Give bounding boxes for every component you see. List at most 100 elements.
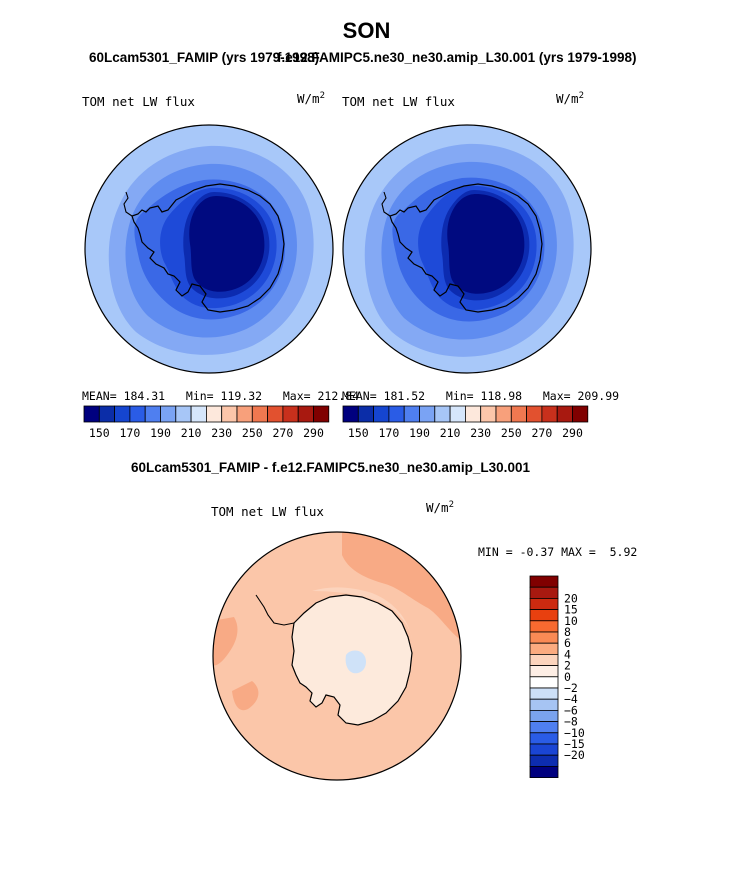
diff-colorbar-swatch — [529, 631, 559, 644]
diff-colorbar-swatch — [529, 721, 559, 734]
left-case-title: 60Lcam5301_FAMIP (yrs 1979-1998) — [89, 50, 320, 65]
left-colorbar-tick-label: 230 — [211, 426, 232, 440]
diff-map-high-patch-sw — [232, 681, 259, 711]
right-colorbar-swatch — [465, 405, 482, 423]
right-colorbar-swatch — [434, 405, 451, 423]
right-map-peninsula — [381, 191, 391, 217]
diff-colorbar-swatch — [529, 676, 559, 689]
right-colorbar-swatch — [449, 405, 466, 423]
diff-map-negative-patch — [345, 650, 366, 674]
left-colorbar: 150 170 190 210 230 250 270 290 — [83, 405, 330, 440]
right-colorbar-swatch — [388, 405, 405, 423]
page-title: SON — [342, 18, 391, 43]
right-colorbar-tick-label: 230 — [470, 426, 491, 440]
right-colorbar-tick-label: 190 — [409, 426, 430, 440]
left-colorbar-tick-label: 250 — [242, 426, 263, 440]
left-colorbar-tick-label: 190 — [150, 426, 171, 440]
left-colorbar-swatch — [282, 405, 299, 423]
diff-colorbar-tick-label: −6 — [564, 703, 578, 717]
diff-colorbar-swatch — [529, 654, 559, 667]
right-colorbar-swatch — [419, 405, 436, 423]
diff-map-coastline — [291, 594, 413, 726]
right-colorbar-swatch — [403, 405, 420, 423]
right-colorbar-swatch — [342, 405, 359, 423]
diff-map-peninsula — [255, 594, 295, 626]
left-colorbar-swatch — [236, 405, 253, 423]
left-colorbar-tick-label: 290 — [303, 426, 324, 440]
right-colorbar-swatch — [357, 405, 375, 423]
right-colorbar-tick-label: 150 — [348, 426, 369, 440]
left-map-coastline — [131, 183, 285, 313]
left-colorbar-swatch — [206, 405, 223, 423]
diff-colorbar-tick-label: −8 — [564, 715, 578, 729]
diff-colorbar-tick-label: −10 — [564, 726, 585, 740]
left-map-peninsula — [123, 191, 133, 217]
diff-min-max: MIN = -0.37 MAX = 5.92 — [478, 545, 638, 559]
left-colorbar-swatch — [175, 405, 192, 423]
diff-colorbar-tick-label: 8 — [564, 625, 571, 639]
right-colorbar: 150 170 190 210 230 250 270 290 — [342, 405, 589, 440]
right-colorbar-swatch — [526, 405, 543, 423]
diff-colorbar-tick-label: 4 — [564, 647, 571, 661]
diff-colorbar-tick-label: −15 — [564, 737, 585, 751]
right-colorbar-tick-label: 290 — [562, 426, 583, 440]
diff-colorbar-swatch — [529, 687, 559, 700]
left-stats: MEAN= 184.31 Min= 119.32 Max= 212.84 — [82, 389, 360, 403]
left-colorbar-swatch — [190, 405, 207, 423]
diff-case-title: 60Lcam5301_FAMIP - f.e12.FAMIPC5.ne30_ne… — [131, 460, 530, 475]
left-colorbar-swatch — [313, 405, 330, 423]
left-colorbar-swatch — [114, 405, 131, 423]
diff-colorbar-swatch — [529, 642, 559, 655]
left-colorbar-swatch — [221, 405, 238, 423]
right-case-title: f.e12.FAMIPC5.ne30_ne30.amip_L30.001 (yr… — [277, 50, 637, 65]
diff-map-high-patch-w — [213, 617, 238, 666]
diff-colorbar-tick-label: −20 — [564, 748, 585, 762]
diff-colorbar-swatch — [529, 575, 559, 588]
right-map-coastline — [389, 183, 543, 313]
diff-colorbar-swatch — [529, 732, 559, 745]
left-colorbar-tick-label: 210 — [181, 426, 202, 440]
diff-variable-label: TOM net LW flux — [211, 504, 324, 519]
diff-colorbar-tick-label: 20 — [564, 591, 578, 605]
left-colorbar-tick-label: 270 — [273, 426, 294, 440]
right-variable-label: TOM net LW flux — [342, 94, 455, 109]
left-colorbar-swatch — [297, 405, 314, 423]
left-polar-map — [84, 124, 334, 374]
diff-colorbar-swatch — [529, 620, 559, 633]
diff-colorbar-swatch — [529, 597, 559, 610]
right-colorbar-tick-label: 170 — [379, 426, 400, 440]
diff-colorbar-tick-label: −2 — [564, 681, 578, 695]
right-colorbar-tick-label: 250 — [501, 426, 522, 440]
diff-colorbar-tick-label: 6 — [564, 636, 571, 650]
left-colorbar-tick-label: 170 — [120, 426, 141, 440]
left-colorbar-swatch — [251, 405, 269, 423]
diff-polar-map — [212, 531, 462, 781]
right-colorbar-swatch — [556, 405, 573, 423]
left-colorbar-swatch — [83, 405, 100, 423]
left-map-dome — [189, 196, 265, 292]
right-colorbar-swatch — [572, 405, 589, 423]
left-colorbar-swatch — [98, 405, 116, 423]
diff-colorbar-tick-label: 0 — [564, 670, 571, 684]
diff-colorbar-swatch — [529, 743, 559, 756]
diff-colorbar-tick-label: 15 — [564, 603, 578, 617]
right-units-label: W/m2 — [556, 91, 584, 107]
right-colorbar-swatch — [480, 405, 497, 423]
right-colorbar-swatch — [541, 405, 558, 423]
diff-colorbar-swatch — [529, 765, 559, 778]
left-colorbar-swatch — [160, 405, 177, 423]
right-polar-map — [342, 124, 592, 374]
diff-colorbar-swatch — [529, 586, 559, 599]
left-colorbar-swatch — [144, 405, 161, 423]
right-colorbar-tick-label: 270 — [532, 426, 553, 440]
left-units-label: W/m2 — [297, 91, 325, 107]
left-colorbar-tick-label: 150 — [89, 426, 110, 440]
diff-colorbar-tick-label: −4 — [564, 692, 578, 706]
right-colorbar-swatch — [510, 405, 528, 423]
diff-colorbar-swatch — [529, 609, 559, 622]
right-colorbar-tick-label: 210 — [440, 426, 461, 440]
diff-colorbar-tick-label: 2 — [564, 659, 571, 673]
diff-colorbar-swatch — [529, 665, 559, 678]
diff-colorbar-swatch — [529, 709, 559, 722]
